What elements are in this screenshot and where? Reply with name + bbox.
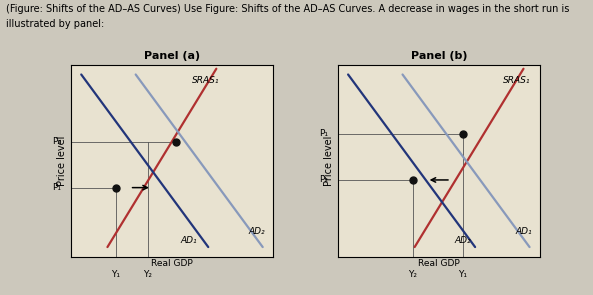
Point	[408, 178, 417, 182]
Text: AD₂: AD₂	[248, 227, 265, 235]
Text: Y₂: Y₂	[144, 270, 152, 279]
Text: Y₂: Y₂	[408, 270, 417, 279]
Text: P₁: P₁	[52, 183, 61, 192]
Text: P₂: P₂	[52, 137, 61, 146]
X-axis label: Real GDP: Real GDP	[151, 259, 193, 268]
Title: Panel (a): Panel (a)	[144, 51, 200, 61]
Text: SRAS₁: SRAS₁	[192, 76, 219, 86]
Y-axis label: Price level: Price level	[324, 136, 334, 186]
Point	[111, 185, 120, 190]
Text: AD₁: AD₁	[180, 236, 197, 245]
Text: P₂: P₂	[319, 176, 328, 184]
Text: AD₁: AD₁	[515, 227, 532, 235]
Text: Y₁: Y₁	[458, 270, 467, 279]
Title: Panel (b): Panel (b)	[410, 51, 467, 61]
Text: P₁: P₁	[319, 130, 328, 138]
Text: Y₁: Y₁	[111, 270, 120, 279]
Point	[458, 132, 468, 136]
Text: SRAS₁: SRAS₁	[503, 76, 531, 86]
Text: AD₂: AD₂	[455, 236, 471, 245]
X-axis label: Real GDP: Real GDP	[418, 259, 460, 268]
Text: (Figure: Shifts of the AD–AS Curves) Use Figure: Shifts of the AD–AS Curves. A d: (Figure: Shifts of the AD–AS Curves) Use…	[6, 4, 569, 14]
Text: illustrated by panel:: illustrated by panel:	[6, 19, 104, 29]
Y-axis label: Price level: Price level	[57, 136, 67, 186]
Point	[171, 139, 181, 144]
